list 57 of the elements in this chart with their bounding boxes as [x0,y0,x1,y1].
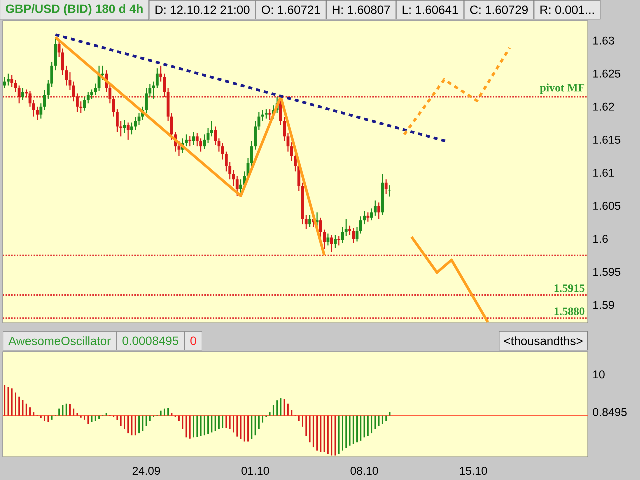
line-series [410,236,490,323]
x-tick-label: 15.10 [460,467,488,476]
candlestick [384,179,388,195]
ref-line-label: pivot MF [540,84,585,94]
candlestick [134,116,138,131]
candlestick [268,109,272,121]
y-tick-label: 1.6 [594,235,608,244]
y-tick-label: 1.62 [594,102,614,111]
candlestick [126,122,130,140]
x-tick-label: 01.10 [242,467,270,476]
candlestick [264,109,268,120]
y-tick-label: 1.61 [594,168,614,177]
candlestick [330,234,334,253]
y-tick-label: 1.595 [594,268,621,276]
text: 0 [190,336,196,346]
y-axis-title: <thousandths> [504,336,583,346]
candlestick [94,83,98,96]
line-series [54,36,326,257]
candlestick [261,110,264,122]
text: R: 0.001... [540,6,594,14]
x-tick-label: 08.10 [350,467,378,476]
candlestick [240,179,242,194]
candlestick [3,76,6,89]
ref-line-label: 1.5880 [554,308,585,316]
text: O: 1.60721 [262,6,320,14]
candlestick [378,202,381,220]
line-series [403,46,512,136]
candlestick [374,200,377,216]
ref-line-label: 1.5915 [554,284,585,292]
y-tick-label: 1.605 [594,202,621,210]
candlestick [188,135,192,148]
y-tick-label: 1.63 [594,36,614,45]
text: 0.0008495 [122,336,178,346]
text: D: 12.10.12 21:00 [156,6,250,14]
chart-title: AwesomeOscillator [8,336,111,346]
y-tick-label: 1.625 [594,70,621,78]
candlestick [6,73,10,86]
candlestick [352,228,356,244]
candlestick [366,212,370,222]
text: C: 1.60729 [470,6,528,14]
candlestick [14,80,18,93]
candlestick [334,234,337,249]
y-tick-label: 1.59 [594,301,614,310]
candlestick [192,131,196,146]
candlestick [308,214,312,228]
candlestick [40,103,43,120]
text: L: 1.60641 [402,6,458,14]
candlestick [203,134,206,150]
y-tick-label: 1.615 [594,136,621,144]
y-tick-label: 10 [594,370,605,379]
chart-title: GBP/USD (BID) 180 d 4h [6,4,143,16]
candlestick [338,236,341,246]
y-tick-label: 0.8495 [593,408,627,416]
x-tick-label: 24.09 [132,467,160,476]
candlestick [22,88,24,101]
text: H: 1.60807 [332,6,390,14]
candlestick [326,233,330,246]
